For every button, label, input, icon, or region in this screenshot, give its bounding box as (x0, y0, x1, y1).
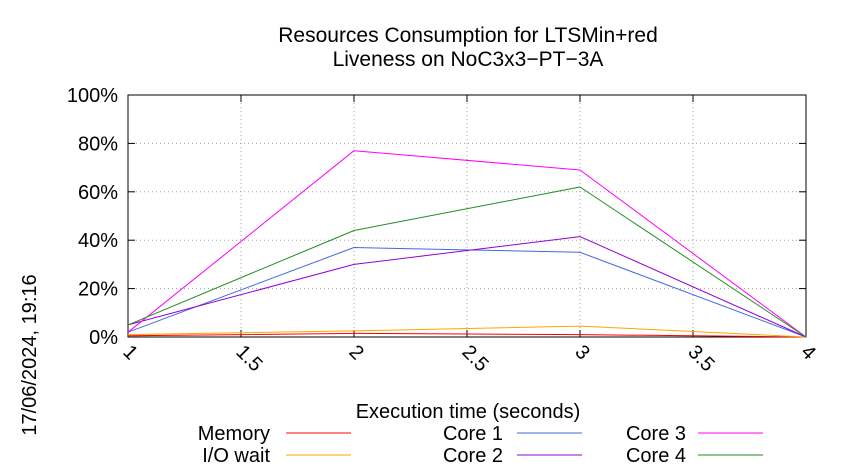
series-line (127, 325, 807, 338)
y-tick-label: 40% (78, 230, 118, 252)
x-tick-label: 3 (570, 341, 593, 364)
legend-label: Memory (198, 423, 270, 445)
legend-label: Core 1 (443, 423, 503, 445)
x-tick-label: 1.5 (231, 341, 266, 376)
series-line (127, 247, 807, 338)
x-tick-label: 1 (118, 341, 141, 364)
x-tick-label: 2 (344, 341, 367, 364)
grid (128, 95, 806, 337)
legend-label: Core 2 (443, 445, 503, 467)
legend-label: Core 4 (626, 445, 686, 467)
timestamp: 17/06/2024, 19:16 (19, 274, 41, 435)
series-line (127, 332, 807, 338)
series-lines (127, 150, 807, 338)
series-line (127, 150, 807, 338)
legend-label: Core 3 (626, 423, 686, 445)
legend-label: I/O wait (202, 445, 270, 467)
y-tick-label: 100% (67, 85, 118, 107)
series-line (127, 186, 807, 338)
chart-subtitle: Liveness on NoC3x3−PT−3A (333, 48, 604, 71)
y-tick-label: 60% (78, 182, 118, 204)
y-tick-label: 0% (89, 327, 118, 349)
y-tick-label: 80% (78, 133, 118, 155)
series-line (127, 236, 807, 338)
x-tick-label: 2.5 (457, 341, 492, 376)
y-axis: 0% 20% 40% 60% 80% 100% (67, 85, 806, 349)
x-axis-label: Execution time (seconds) (356, 401, 581, 423)
y-tick-label: 20% (78, 279, 118, 301)
x-tick-label: 3.5 (683, 341, 718, 376)
x-tick-label: 4 (796, 341, 819, 364)
chart-title: Resources Consumption for LTSMin+red (278, 24, 658, 47)
